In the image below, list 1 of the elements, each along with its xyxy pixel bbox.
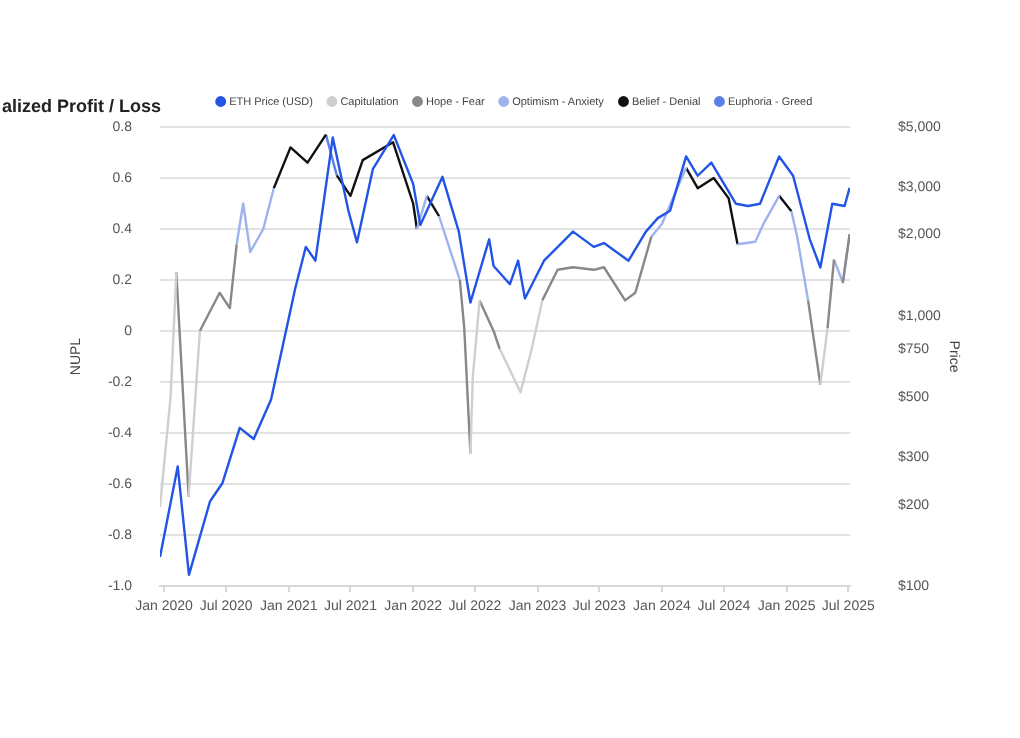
- chart-title: alized Profit / Loss: [2, 96, 162, 116]
